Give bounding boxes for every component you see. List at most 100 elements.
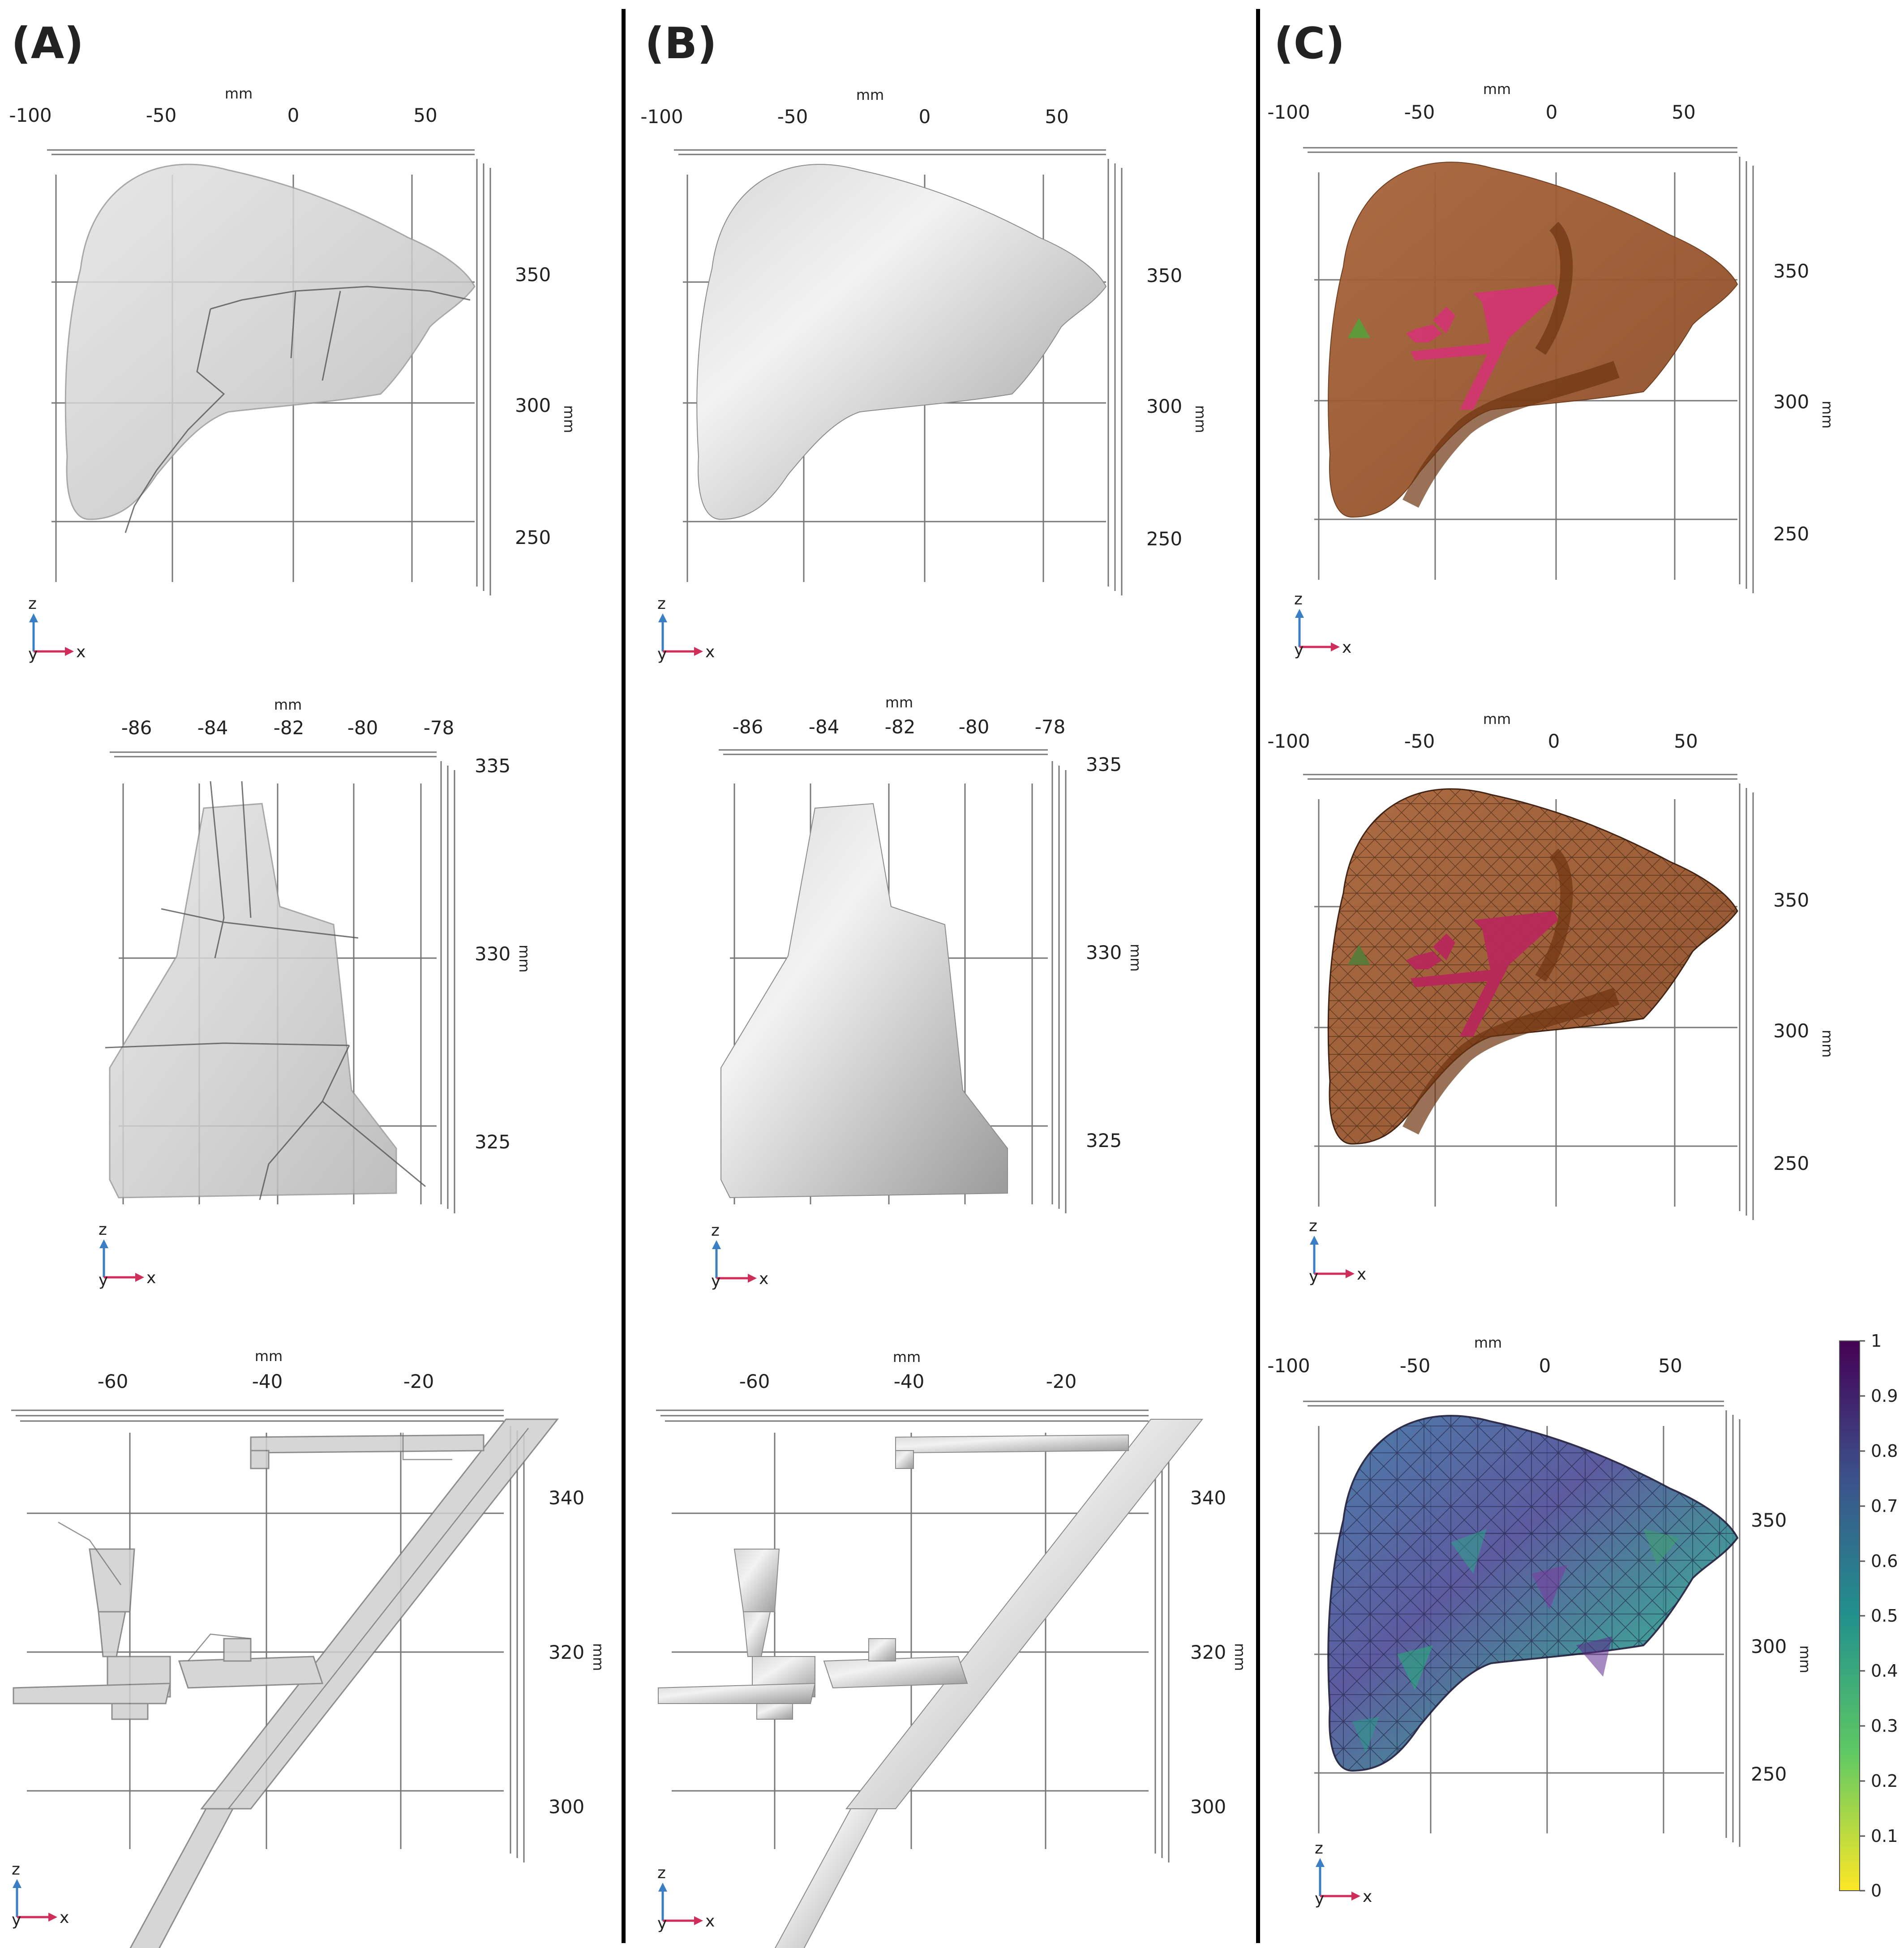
axis-z: z — [12, 1860, 20, 1879]
axis-y: y — [657, 645, 667, 664]
axis-x: x — [705, 643, 715, 661]
tick-z: 300 — [549, 1796, 584, 1818]
axis-z: z — [711, 1221, 720, 1240]
tick-z: 300 — [1773, 1020, 1809, 1042]
tumor-marker — [1348, 318, 1370, 338]
tick-x: -40 — [894, 1370, 925, 1392]
colorbar-label: 0.1 — [1871, 1826, 1898, 1846]
axis-triad: z y x — [1309, 1217, 1366, 1286]
tick-z: 350 — [515, 264, 551, 286]
tick-x: -86 — [733, 716, 763, 738]
colorbar-label: 1 — [1871, 1331, 1882, 1351]
axis-z: z — [99, 1220, 107, 1239]
tick-labels-z: 350 300 250 mm — [1773, 889, 1836, 1174]
tick-x: -84 — [197, 717, 228, 739]
axis-triad: z y x — [657, 1864, 715, 1933]
tick-x: -50 — [777, 106, 808, 128]
tick-labels-x: -60 -40 -20 mm — [98, 1348, 434, 1392]
tick-x: -50 — [146, 104, 177, 126]
tick-labels-z: 350 300 250 mm — [1773, 260, 1836, 545]
axis-z: z — [1309, 1217, 1317, 1235]
colorbar-label: 0.8 — [1871, 1441, 1898, 1461]
axis-x: x — [705, 1912, 715, 1931]
tick-labels-x: -100 -50 0 50 mm — [1267, 711, 1698, 752]
unit-x: mm — [225, 85, 253, 102]
tick-z: 330 — [1086, 942, 1122, 963]
plot-c3-field-liver: -100 -50 0 50 mm 350 300 250 mm z y x — [1267, 1334, 1814, 1908]
tick-z: 250 — [515, 527, 551, 548]
tick-labels-x: -100 -50 0 50 mm — [1267, 1334, 1682, 1377]
unit-z: mm — [1231, 1643, 1248, 1671]
tick-z: 335 — [475, 755, 510, 777]
axis-x: x — [146, 1269, 156, 1287]
unit-z: mm — [1797, 1645, 1814, 1673]
tick-z: 335 — [1086, 754, 1122, 775]
tick-x: 0 — [1546, 101, 1558, 123]
tick-x: 0 — [287, 104, 300, 126]
unit-x: mm — [1483, 711, 1511, 728]
plot-c1-liver: -100 -50 0 50 mm 350 300 250 mm z y x — [1267, 81, 1836, 659]
tick-x: -100 — [1267, 730, 1310, 752]
tick-x: 0 — [919, 106, 931, 128]
tick-z: 340 — [1190, 1487, 1226, 1509]
axis-triad: z y x — [711, 1221, 768, 1290]
tick-x: 50 — [413, 104, 437, 126]
tick-x: -86 — [121, 717, 152, 739]
colorbar-label: 0 — [1871, 1881, 1882, 1901]
tick-x: -80 — [959, 716, 990, 738]
tick-labels-z: 350 300 250 mm — [1146, 265, 1209, 550]
unit-z: mm — [1192, 405, 1209, 433]
panel-label-a: (A) — [11, 18, 84, 69]
tick-z: 320 — [1190, 1641, 1226, 1663]
axis-x: x — [1342, 638, 1351, 657]
axis-x: x — [60, 1909, 69, 1927]
tick-z: 250 — [1773, 523, 1809, 545]
plot-b2-detail: -86 -84 -82 -80 -78 mm 335 330 325 mm z … — [711, 694, 1144, 1290]
unit-x: mm — [1483, 81, 1511, 98]
tick-z: 350 — [1773, 260, 1809, 282]
axis-z: z — [1315, 1839, 1323, 1858]
axis-x: x — [1363, 1888, 1372, 1906]
axis-triad: z y x — [28, 595, 86, 664]
tick-x: -40 — [252, 1370, 283, 1392]
tumor-marker — [1348, 945, 1370, 965]
tick-z: 350 — [1751, 1509, 1787, 1531]
colorbar-label: 0.2 — [1871, 1771, 1898, 1791]
unit-z: mm — [516, 945, 533, 972]
colorbar-label: 0.6 — [1871, 1551, 1898, 1571]
axis-y: y — [1309, 1267, 1318, 1286]
tick-labels-x: -100 -50 0 50 mm — [1267, 81, 1695, 123]
plot-a2-detail: -86 -84 -82 -80 -78 mm 335 330 325 mm z … — [99, 696, 533, 1289]
panel-label-c: (C) — [1274, 18, 1345, 69]
axis-z: z — [657, 595, 666, 613]
tick-x: -60 — [98, 1370, 129, 1392]
tick-x: -100 — [9, 104, 51, 126]
tick-x: -20 — [403, 1370, 434, 1392]
tick-labels-z: 340 320 300 mm — [549, 1487, 607, 1818]
tick-z: 300 — [1190, 1796, 1226, 1818]
unit-x: mm — [885, 694, 913, 711]
unit-z: mm — [1819, 401, 1836, 428]
tick-labels-x: -60 -40 -20 mm — [739, 1349, 1077, 1392]
axis-y: y — [99, 1271, 108, 1289]
axis-z: z — [28, 595, 37, 613]
tick-labels-z: 350 300 250 mm — [1751, 1509, 1814, 1785]
unit-z: mm — [1127, 944, 1144, 972]
tick-x: 50 — [1045, 106, 1068, 128]
tick-labels-x: -100 -50 0 50 mm — [640, 86, 1068, 128]
tick-x: 0 — [1548, 730, 1560, 752]
tick-labels-z: 335 330 325 mm — [475, 755, 533, 1153]
plot-c2-mesh-liver: -100 -50 0 50 mm 350 300 250 mm z y x — [1267, 711, 1836, 1286]
colorbar-label: 0.4 — [1871, 1661, 1898, 1681]
axis-y: y — [1294, 641, 1304, 659]
panel-label-b: (B) — [645, 18, 717, 69]
tick-z: 300 — [515, 394, 551, 416]
unit-x: mm — [1474, 1334, 1502, 1351]
tick-z: 250 — [1751, 1763, 1787, 1785]
tick-labels-z: 340 320 300 mm — [1190, 1487, 1248, 1818]
colorbar-ticks — [1860, 1340, 1865, 1892]
tick-x: -100 — [640, 106, 683, 128]
colorbar-gradient — [1839, 1340, 1860, 1891]
colorbar-label: 0.7 — [1871, 1496, 1898, 1516]
